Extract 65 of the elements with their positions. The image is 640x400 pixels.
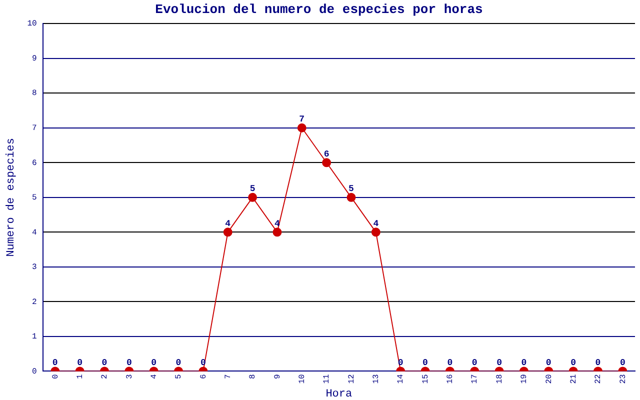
y-tick-label: 8: [32, 89, 37, 98]
y-tick-label: 10: [27, 20, 37, 29]
x-tick-label: 9: [273, 374, 282, 380]
x-tick-label: 17: [470, 374, 480, 384]
data-label: 0: [595, 358, 601, 368]
y-tick-label: 2: [32, 298, 37, 307]
y-axis-title: Numero de especies: [6, 138, 18, 257]
data-label: 0: [620, 358, 626, 368]
x-tick-label: 11: [322, 374, 332, 384]
data-label: 0: [570, 358, 576, 368]
point: [371, 228, 380, 237]
y-tick-label: 1: [32, 332, 37, 342]
data-label: 0: [546, 358, 552, 368]
x-tick-label: 0: [51, 374, 60, 380]
point: [272, 228, 282, 237]
data-label: 0: [126, 358, 132, 368]
data-label: 6: [324, 149, 330, 160]
point: [346, 192, 356, 202]
x-tick-label: 20: [544, 374, 554, 384]
y-tick-label: 3: [32, 263, 37, 272]
x-tick-label: 21: [569, 374, 578, 384]
x-tick-label: 14: [396, 374, 406, 384]
data-label: 5: [348, 184, 354, 194]
data-label: 0: [52, 358, 58, 368]
x-tick-label: 10: [298, 374, 308, 384]
y-tick-label: 4: [32, 228, 37, 238]
x-axis-title: Hora: [326, 388, 352, 400]
data-label: 0: [77, 358, 83, 368]
x-tick-label: 4: [150, 374, 159, 380]
x-tick-label: 3: [125, 374, 134, 380]
chart-title: Evolucion del numero de especies por horas: [155, 2, 484, 18]
data-label: 4: [373, 218, 380, 229]
y-tick-label: 7: [32, 124, 37, 134]
data-label: 0: [176, 358, 182, 368]
x-tick-label: 22: [594, 374, 604, 384]
x-tick-label: 2: [100, 374, 110, 380]
data-label: 5: [250, 184, 256, 194]
x-tick-label: 5: [174, 374, 184, 380]
data-label: 4: [225, 218, 232, 229]
data-label: 0: [521, 358, 527, 368]
point: [248, 192, 258, 202]
point: [297, 123, 306, 132]
x-tick-label: 6: [199, 374, 208, 380]
data-label: 0: [102, 358, 108, 368]
data-label: 0: [151, 358, 157, 368]
x-tick-label: 7: [224, 374, 233, 380]
data-label: 0: [447, 358, 453, 368]
x-tick-label: 15: [421, 374, 430, 384]
x-tick-label: 16: [446, 374, 456, 384]
x-tick-label: 1: [76, 374, 85, 380]
point: [322, 158, 332, 168]
x-tick-label: 12: [347, 374, 356, 384]
data-label: 7: [299, 114, 305, 125]
data-label: 0: [472, 358, 478, 368]
x-tick-label: 18: [495, 374, 504, 384]
y-tick-label: 9: [32, 54, 37, 64]
y-tick-label: 5: [32, 194, 37, 203]
x-tick-label: 13: [372, 374, 382, 384]
data-label: 0: [422, 358, 428, 368]
point: [223, 228, 232, 237]
x-tick-label: 8: [248, 374, 258, 380]
x-tick-label: 19: [520, 374, 530, 384]
y-tick-label: 6: [32, 158, 37, 168]
x-tick-label: 23: [618, 374, 628, 384]
data-label: 0: [496, 358, 502, 368]
